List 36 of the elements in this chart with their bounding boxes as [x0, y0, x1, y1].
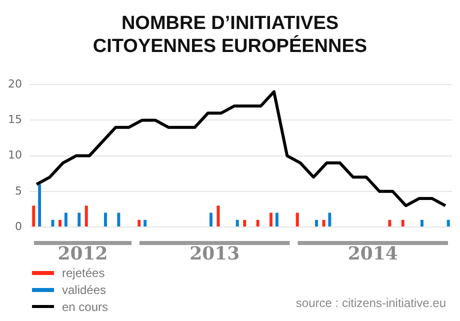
bar	[144, 220, 147, 226]
y-tick-label: 0	[14, 220, 22, 233]
bar	[388, 220, 392, 226]
y-tick-label: 5	[14, 184, 22, 198]
bar	[270, 212, 272, 226]
bar	[210, 212, 212, 226]
bar	[58, 220, 62, 226]
chart-title: NOMBRE D’INITIATIVES CITOYENNES EUROPÉENNES	[92, 12, 368, 58]
bar	[38, 184, 42, 226]
bar	[296, 212, 299, 226]
bar	[256, 220, 260, 226]
y-tick-label: 20	[8, 77, 22, 90]
bar	[243, 220, 246, 226]
text: 2014	[348, 244, 398, 265]
bar	[420, 220, 424, 226]
y-tick-label: 15	[8, 113, 22, 126]
y-tick-label: 10	[8, 148, 22, 162]
legend-label: en cours	[62, 300, 108, 314]
bar	[446, 220, 450, 226]
bar	[275, 212, 278, 226]
bar	[104, 212, 107, 226]
bar	[138, 220, 141, 226]
bar	[64, 212, 68, 226]
bar	[84, 206, 88, 226]
bar	[78, 212, 81, 226]
bar	[236, 220, 239, 226]
bar	[32, 206, 36, 226]
text: 2013	[190, 244, 240, 265]
bar	[328, 212, 332, 226]
text: 2012	[58, 244, 108, 265]
bar	[401, 220, 404, 226]
legend-label: rejetées	[62, 266, 105, 280]
source-note: source : citizens-initiative.eu	[296, 296, 446, 310]
legend-label: validées	[62, 282, 106, 296]
bar	[117, 212, 120, 226]
bar	[315, 220, 318, 226]
